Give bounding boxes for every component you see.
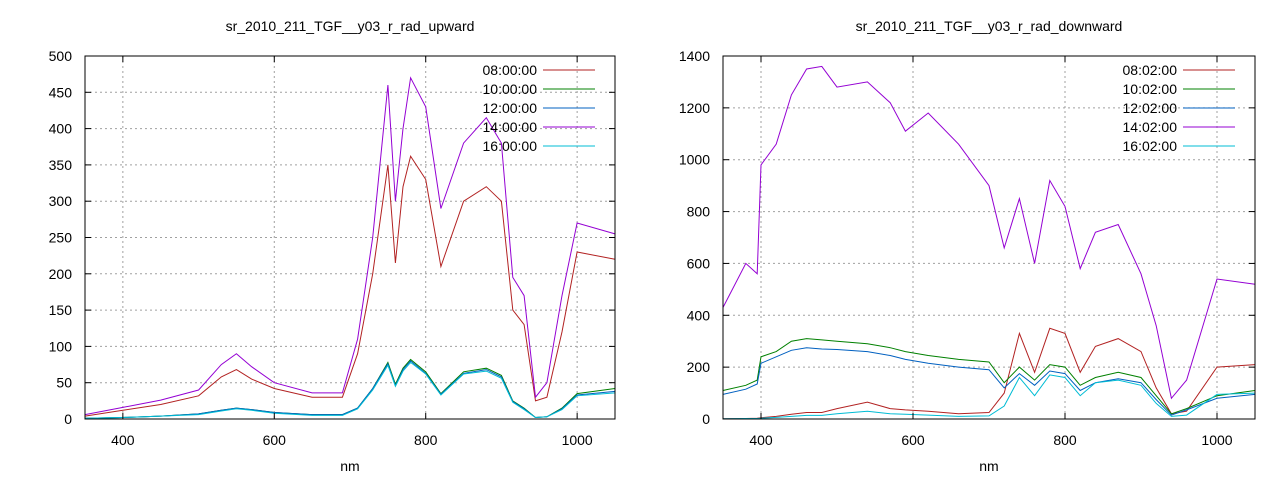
chart1-series-line-4 [84, 76, 616, 416]
chart1-legend-label-3: 12:00:00 [483, 100, 538, 116]
chart1-y-tick-label: 50 [56, 375, 72, 391]
chart1-y-tick-label: 0 [64, 411, 72, 427]
chart2-y-tick-label: 1400 [679, 48, 710, 64]
chart1-x-axis-label: nm [340, 458, 359, 474]
chart1-y-tick-label: 200 [49, 266, 73, 282]
chart1-y-tick-label: 450 [49, 84, 73, 100]
chart1-series-line-5 [84, 361, 616, 419]
chart1-y-tick-label: 350 [49, 157, 73, 173]
chart2-plot-frame [722, 55, 1256, 420]
chart1-x-tick-label: 600 [263, 432, 287, 448]
chart2-series-line-1 [722, 327, 1256, 420]
chart2-x-axis-label: nm [979, 458, 998, 474]
chart2-series-line-5 [722, 374, 1256, 420]
chart2-x-tick-label: 800 [1053, 432, 1077, 448]
chart1-legend-label-2: 10:00:00 [483, 81, 538, 97]
chart1-y-tick-label: 150 [49, 302, 73, 318]
chart2-x-tick-label: 400 [749, 432, 773, 448]
chart2-legend-label-5: 16:02:00 [1123, 138, 1178, 154]
chart1-legend-label-5: 16:00:00 [483, 138, 538, 154]
chart2-y-tick-label: 800 [687, 204, 711, 220]
chart1-y-tick-label: 500 [49, 48, 73, 64]
chart2-y-tick-label: 200 [687, 359, 711, 375]
chart2-series-line-3 [722, 347, 1256, 416]
chart1-series-line-3 [84, 360, 616, 419]
chart2-x-tick-label: 600 [901, 432, 925, 448]
chart2-legend-label-1: 08:02:00 [1123, 62, 1178, 78]
chart1-x-tick-label: 1000 [562, 432, 593, 448]
chart2-y-tick-label: 1200 [679, 100, 710, 116]
chart2-y-tick-label: 400 [687, 307, 711, 323]
chart2-y-tick-label: 0 [702, 411, 710, 427]
chart1-legend-label-4: 14:00:00 [483, 119, 538, 135]
chart1-legend-label-1: 08:00:00 [483, 62, 538, 78]
chart2-y-tick-label: 1000 [679, 152, 710, 168]
chart1-series-line-1 [84, 154, 616, 417]
chart2-title: sr_2010_211_TGF__y03_r_rad_downward [856, 18, 1123, 34]
chart1-y-tick-label: 100 [49, 338, 73, 354]
chart1-series-line-2 [84, 358, 616, 419]
chart1-y-tick-label: 400 [49, 121, 73, 137]
chart1-x-tick-label: 800 [414, 432, 438, 448]
chart1-y-tick-label: 300 [49, 193, 73, 209]
chart2-legend-label-4: 14:02:00 [1123, 119, 1178, 135]
chart1-title: sr_2010_211_TGF__y03_r_rad_upward [226, 18, 475, 34]
chart2-legend-label-3: 12:02:00 [1123, 100, 1178, 116]
chart1-y-tick-label: 250 [49, 230, 73, 246]
chart2-legend-label-2: 10:02:00 [1123, 81, 1178, 97]
chart2-y-tick-label: 600 [687, 255, 711, 271]
chart2-series-line-2 [722, 338, 1256, 415]
chart1-x-tick-label: 400 [111, 432, 135, 448]
chart2-series-line-4 [722, 65, 1256, 400]
chart2-x-tick-label: 1000 [1201, 432, 1232, 448]
